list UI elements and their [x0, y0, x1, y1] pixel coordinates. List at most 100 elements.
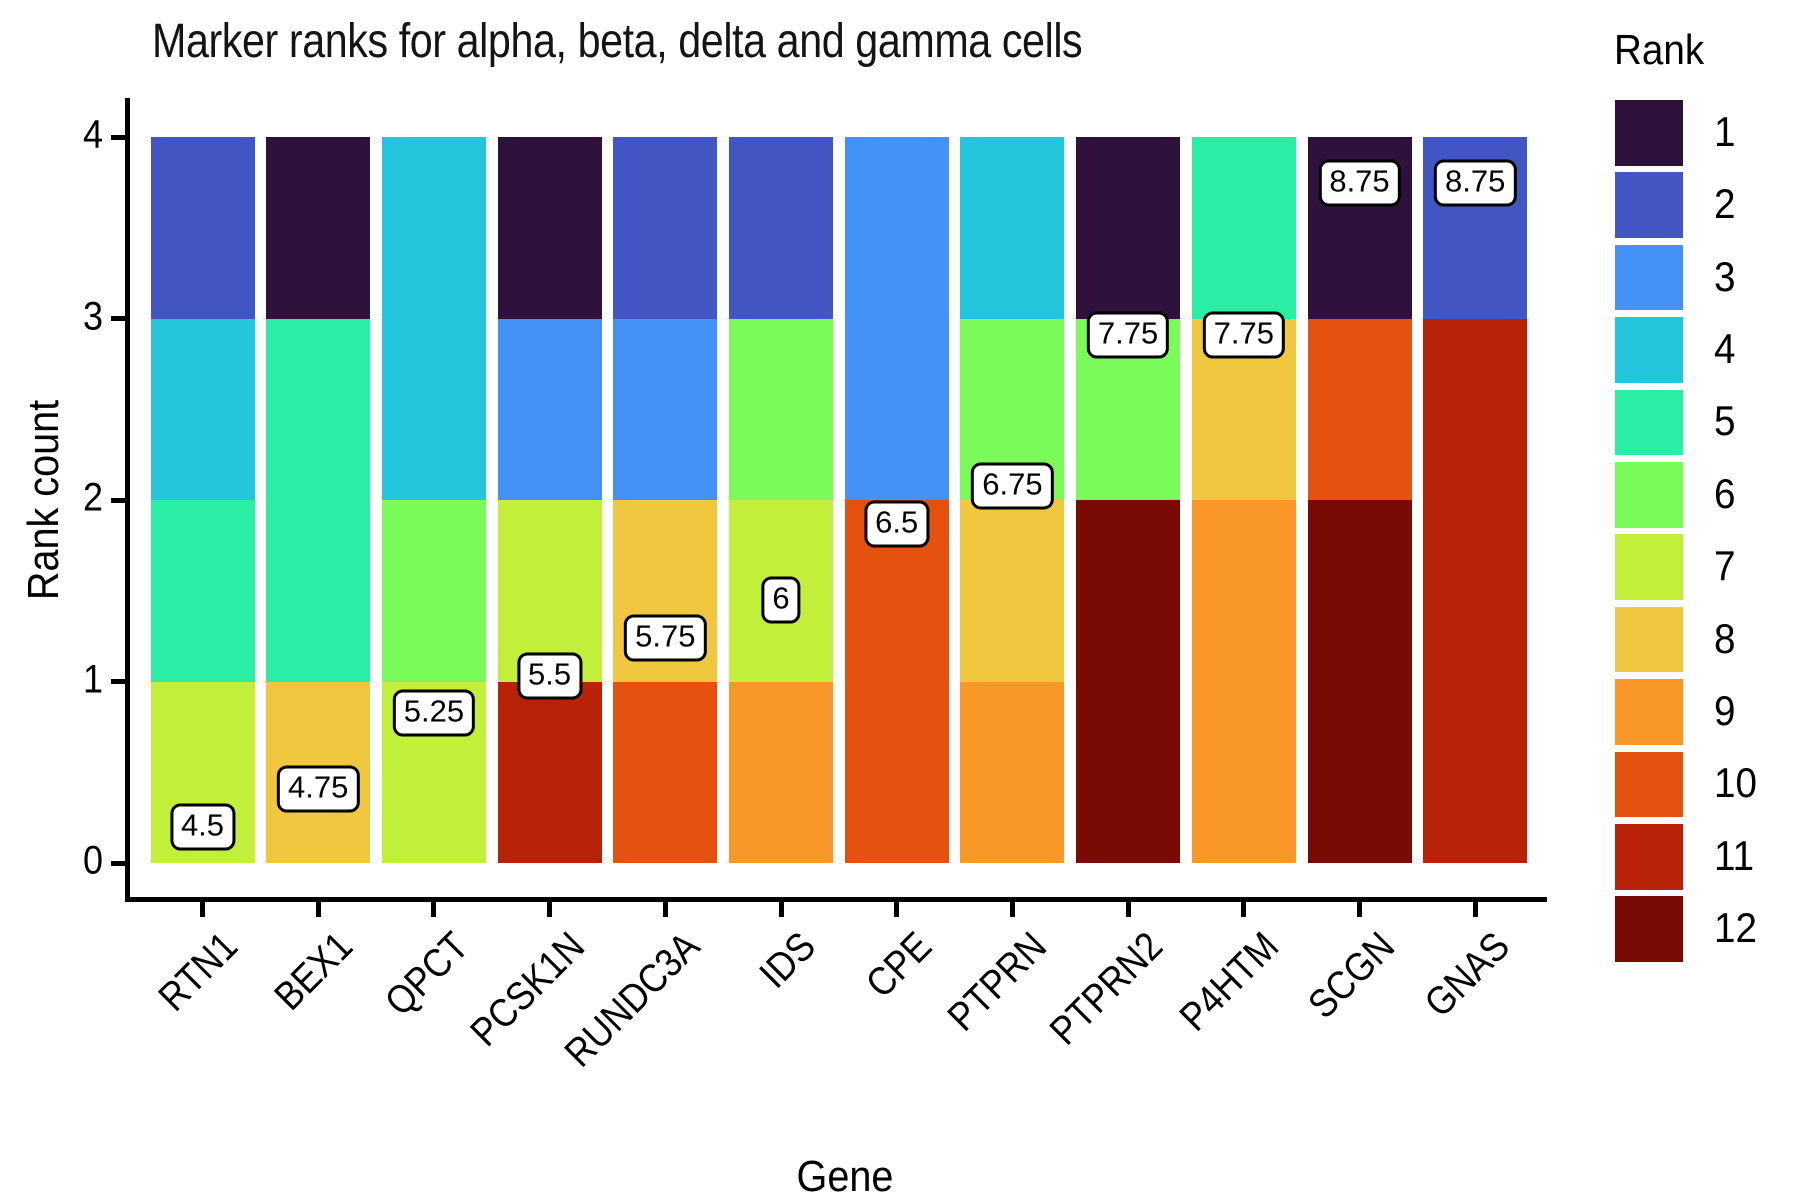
y-tick-mark [111, 860, 125, 866]
legend-swatch-rank-4 [1615, 317, 1683, 383]
bar-segment-rank-2 [613, 137, 718, 319]
bar-segment-rank-12 [1076, 500, 1181, 682]
x-axis-title: Gene [796, 1152, 894, 1200]
bar-segment-rank-10 [844, 681, 949, 863]
bar-PCSK1N [497, 137, 602, 863]
x-tick-mark [1009, 902, 1015, 917]
bar-segment-rank-3 [844, 137, 949, 319]
x-axis-spine [125, 897, 1547, 902]
mean-rank-label: 4.5 [169, 803, 236, 851]
legend-swatch-rank-2 [1615, 172, 1683, 238]
gene-tick-label: PTPRN2 [1041, 924, 1172, 1054]
bar-segment-rank-11 [1423, 318, 1528, 500]
bar-segment-rank-12 [1076, 681, 1181, 863]
bar-GNAS [1423, 137, 1528, 863]
bar-segment-rank-11 [497, 681, 602, 863]
mean-rank-label: 6.75 [971, 462, 1054, 510]
y-tick-mark [111, 134, 125, 140]
bar-segment-rank-9 [1191, 500, 1296, 682]
y-tick-label: 1 [82, 657, 103, 702]
mean-rank-label: 5.75 [624, 614, 707, 662]
legend-label: 1 [1714, 107, 1736, 155]
gene-tick-label: RUNDC3A [556, 924, 709, 1076]
y-tick-label: 2 [82, 475, 103, 520]
legend-swatch-rank-8 [1615, 606, 1683, 673]
gene-tick-label: CPE [857, 924, 940, 1007]
mean-rank-label: 8.75 [1318, 159, 1401, 207]
bar-segment-rank-8 [960, 500, 1065, 682]
gene-tick-label: BEX1 [266, 924, 362, 1019]
bar-RTN1 [150, 137, 255, 863]
legend-swatch-rank-9 [1615, 679, 1683, 745]
x-tick-mark [547, 902, 553, 917]
bar-IDS [729, 137, 833, 863]
bar-segment-rank-4 [381, 137, 486, 319]
bar-segment-rank-5 [1191, 137, 1296, 319]
bar-QPCT [381, 137, 486, 863]
bar-segment-rank-3 [497, 318, 602, 500]
bar-segment-rank-1 [497, 137, 602, 319]
bar-segment-rank-1 [266, 137, 371, 319]
legend-label: 3 [1714, 252, 1736, 300]
mean-rank-label: 4.75 [277, 765, 360, 813]
bar-segment-rank-11 [1423, 681, 1528, 863]
mean-rank-label: 6 [761, 576, 801, 624]
gene-tick-label: P4HTM [1171, 924, 1287, 1040]
mean-rank-label: 5.25 [392, 689, 476, 737]
legend-label: 11 [1714, 831, 1755, 879]
bar-segment-rank-9 [729, 681, 833, 863]
bar-segment-rank-5 [150, 500, 255, 682]
gene-tick-label: PTPRN [940, 924, 1056, 1040]
bar-segment-rank-6 [381, 500, 486, 682]
bar-segment-rank-10 [1307, 318, 1412, 500]
legend-swatch-rank-7 [1615, 534, 1683, 600]
bar-segment-rank-11 [1423, 500, 1528, 682]
legend-label: 6 [1714, 469, 1736, 517]
gene-tick-label: SCGN [1299, 924, 1403, 1028]
bar-segment-rank-5 [266, 500, 371, 682]
legend-label: 5 [1714, 397, 1736, 445]
gene-tick-label: PCSK1N [461, 924, 593, 1055]
bar-P4HTM [1191, 137, 1296, 863]
legend-swatch-rank-11 [1615, 824, 1683, 890]
gene-tick-label: RTN1 [149, 924, 246, 1020]
bar-segment-rank-9 [1191, 681, 1296, 863]
x-tick-mark [778, 902, 784, 917]
legend-label: 2 [1714, 180, 1736, 228]
y-axis-spine [125, 98, 130, 902]
y-tick-mark [111, 497, 125, 503]
y-tick-mark [111, 316, 125, 321]
bar-segment-rank-7 [497, 500, 602, 682]
legend-title: Rank [1614, 26, 1705, 73]
mean-rank-label: 8.75 [1434, 159, 1517, 207]
legend-swatch-rank-10 [1615, 751, 1683, 818]
x-tick-mark [431, 902, 437, 917]
legend-label: 9 [1714, 686, 1736, 734]
x-tick-mark [200, 902, 205, 917]
x-tick-mark [1125, 902, 1131, 917]
legend-label: 4 [1714, 324, 1736, 372]
gene-tick-label: QPCT [376, 924, 478, 1025]
legend-swatch-rank-5 [1615, 389, 1683, 456]
gene-tick-label: GNAS [1416, 924, 1519, 1026]
bar-BEX1 [266, 137, 371, 863]
y-tick-mark [111, 679, 125, 684]
mean-rank-label: 6.5 [864, 500, 930, 548]
chart-title: Marker ranks for alpha, beta, delta and … [152, 15, 1083, 68]
legend-swatch-rank-1 [1615, 100, 1683, 166]
bar-PTPRN2 [1076, 137, 1181, 863]
x-tick-mark [894, 902, 900, 917]
x-tick-mark [662, 902, 668, 917]
bar-RUNDC3A [613, 137, 718, 863]
x-tick-mark [315, 902, 321, 917]
bar-segment-rank-4 [960, 137, 1065, 319]
gene-tick-label: IDS [751, 924, 825, 997]
bar-segment-rank-3 [844, 318, 949, 500]
bar-segment-rank-10 [613, 681, 718, 863]
x-tick-mark [1472, 902, 1478, 917]
y-tick-label: 3 [82, 294, 103, 339]
bar-segment-rank-3 [613, 318, 718, 500]
legend-label: 10 [1714, 759, 1757, 807]
mean-rank-label: 7.75 [1202, 311, 1285, 359]
